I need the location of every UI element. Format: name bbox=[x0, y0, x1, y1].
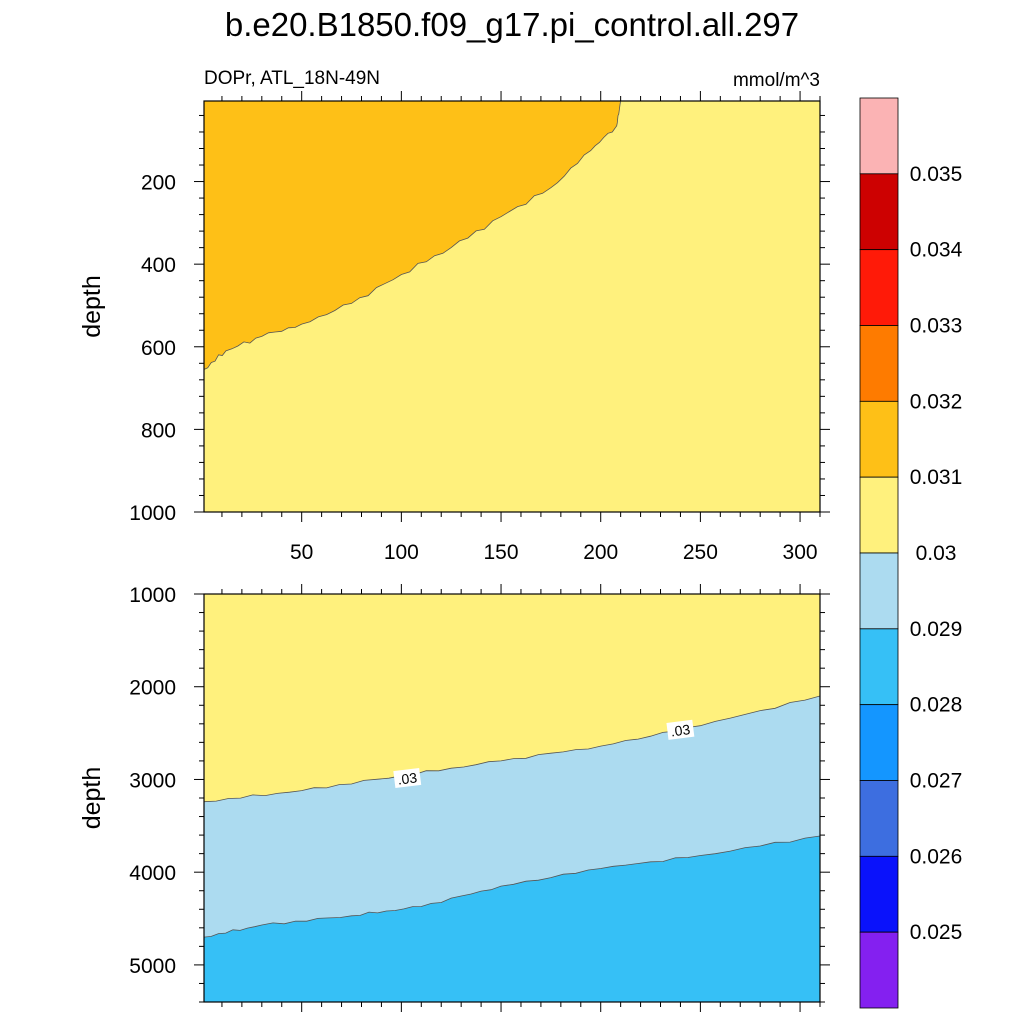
x-tick-label: 150 bbox=[484, 541, 519, 564]
contour-line bbox=[203, 100, 621, 370]
contour-label-background bbox=[666, 719, 695, 740]
colorbar-swatch bbox=[859, 97, 899, 175]
colorbar-label: 0.03 bbox=[916, 542, 957, 565]
colorbar-swatch bbox=[859, 855, 899, 933]
y-tick-label: 4000 bbox=[129, 862, 176, 885]
colorbar-swatch bbox=[859, 249, 899, 326]
y-axis-label: depth bbox=[78, 275, 106, 338]
colorbar-label: 0.027 bbox=[910, 770, 963, 793]
contour-line-label: .03 bbox=[393, 768, 422, 789]
colorbar-swatch bbox=[859, 325, 899, 402]
y-tick-label: 5000 bbox=[129, 955, 176, 978]
colorbar-label: 0.028 bbox=[910, 694, 963, 717]
y-tick-label: 600 bbox=[141, 337, 176, 360]
contour-label-text: .03 bbox=[397, 769, 418, 787]
y-tick-label: 1000 bbox=[129, 584, 176, 607]
x-tick-label: 300 bbox=[783, 541, 818, 564]
colorbar-swatch bbox=[859, 780, 899, 857]
variable-region-label: DOPr, ATL_18N-49N bbox=[204, 68, 380, 89]
chart-title: b.e20.B1850.f09_g17.pi_control.all.297 bbox=[225, 6, 799, 43]
contour-fill-0.031-0.032 bbox=[204, 101, 621, 370]
colorbar-label: 0.035 bbox=[910, 163, 963, 186]
colorbar-swatch bbox=[859, 628, 899, 706]
x-tick-label: 100 bbox=[384, 541, 419, 564]
x-tick-label: 200 bbox=[583, 541, 618, 564]
contour-line bbox=[203, 835, 821, 938]
contour-fill-0.028-0.029 bbox=[204, 836, 820, 1002]
upper-contour-panel: 50 100 150 200 250 300 200 400 600 800 1000 depth bbox=[78, 91, 830, 564]
units-label: mmol/m^3 bbox=[733, 70, 820, 91]
colorbar-label: 0.031 bbox=[910, 466, 963, 489]
colorbar: 0.035 0.034 0.033 0.032 0.031 0.03 0.029 0.028 0… bbox=[859, 97, 963, 1009]
y-axis-label: depth bbox=[78, 767, 106, 830]
contour-line bbox=[203, 695, 821, 803]
colorbar-label: 0.032 bbox=[910, 390, 963, 413]
colorbar-label: 0.026 bbox=[910, 845, 963, 868]
y-tick-label: 400 bbox=[141, 254, 176, 277]
y-tick-label: 1000 bbox=[129, 502, 176, 525]
lower-contour-panel: .03 .03 1000 2000 3000 4000 5000 depth bbox=[78, 584, 830, 1012]
colorbar-label: 0.034 bbox=[910, 239, 963, 262]
colorbar-label: 0.033 bbox=[910, 315, 963, 338]
colorbar-swatch bbox=[859, 476, 899, 554]
colorbar-swatch bbox=[859, 552, 899, 630]
contour-line-label: .03 bbox=[666, 719, 695, 740]
colorbar-swatch bbox=[859, 704, 899, 781]
contour-label-text: .03 bbox=[670, 721, 691, 739]
colorbar-swatch bbox=[859, 931, 899, 1009]
y-tick-label: 3000 bbox=[129, 769, 176, 792]
contour-label-background bbox=[393, 768, 422, 789]
y-tick-label: 800 bbox=[141, 419, 176, 442]
colorbar-label: 0.029 bbox=[910, 618, 963, 641]
y-tick-label: 2000 bbox=[129, 677, 176, 700]
colorbar-swatch bbox=[859, 173, 899, 251]
plot-frame bbox=[203, 593, 821, 1003]
colorbar-swatch bbox=[859, 400, 899, 478]
plot-frame bbox=[203, 100, 821, 513]
x-tick-label: 250 bbox=[683, 541, 718, 564]
x-tick-label: 50 bbox=[290, 541, 313, 564]
colorbar-label: 0.025 bbox=[910, 921, 963, 944]
y-tick-label: 200 bbox=[141, 172, 176, 195]
